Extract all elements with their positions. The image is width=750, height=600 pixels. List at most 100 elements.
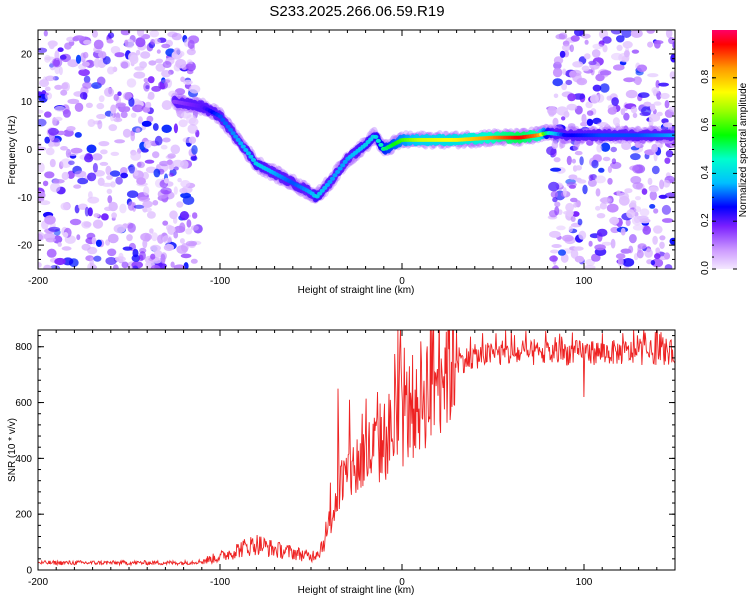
- noise-speckle: [185, 240, 198, 247]
- noise-speckle: [93, 213, 100, 218]
- noise-speckle: [185, 63, 194, 70]
- noise-speckle: [97, 177, 105, 186]
- noise-speckle: [632, 224, 644, 231]
- noise-speckle: [173, 47, 181, 55]
- noise-speckle: [170, 144, 181, 155]
- noise-speckle: [657, 143, 663, 149]
- ridge-core: [222, 121, 229, 126]
- noise-speckle: [81, 221, 92, 229]
- noise-speckle: [584, 53, 591, 60]
- noise-speckle: [620, 227, 626, 236]
- noise-speckle: [559, 50, 566, 58]
- noise-speckle: [133, 204, 145, 209]
- noise-speckle: [622, 41, 633, 49]
- noise-speckle: [146, 211, 156, 219]
- noise-speckle: [190, 258, 198, 264]
- noise-speckle: [567, 93, 576, 102]
- noise-speckle: [87, 207, 93, 217]
- noise-speckle: [107, 233, 119, 244]
- colorbar-ticks: 0.0 0.2 0.4 0.6 0.8: [700, 41, 737, 275]
- ridge-core: [375, 138, 381, 143]
- noise-speckle: [161, 79, 171, 84]
- noise-speckle: [552, 67, 563, 78]
- noise-speckle: [650, 260, 656, 266]
- y-tick-label: 800: [15, 342, 32, 353]
- noise-speckle: [78, 203, 88, 210]
- noise-speckle: [61, 82, 69, 90]
- noise-speckle: [107, 248, 117, 257]
- noise-speckle: [668, 37, 675, 45]
- noise-speckle: [130, 131, 135, 142]
- noise-speckle: [602, 36, 612, 44]
- noise-speckle: [43, 264, 52, 269]
- noise-speckle: [610, 146, 617, 153]
- noise-speckle: [573, 246, 584, 251]
- noise-speckle: [566, 181, 577, 188]
- noise-speckle: [161, 100, 173, 111]
- noise-speckle: [561, 116, 566, 121]
- ridge-core: [220, 117, 226, 122]
- noise-speckle: [96, 113, 107, 120]
- noise-speckle: [669, 237, 675, 245]
- noise-speckle: [104, 87, 114, 97]
- noise-speckle: [83, 75, 91, 84]
- ridge-core: [230, 131, 236, 136]
- noise-speckle: [169, 210, 178, 220]
- noise-speckle: [577, 218, 583, 226]
- colorbar-tick-label: 0.8: [700, 69, 711, 83]
- noise-speckle: [632, 182, 643, 190]
- noise-speckle: [590, 94, 599, 104]
- noise-speckle: [136, 104, 143, 110]
- noise-speckle: [43, 30, 48, 37]
- noise-speckle: [78, 68, 90, 77]
- noise-speckle: [660, 92, 670, 100]
- noise-speckle: [47, 40, 58, 47]
- noise-speckle: [661, 218, 674, 223]
- noise-speckle: [61, 246, 72, 251]
- noise-speckle: [44, 86, 51, 92]
- noise-speckle: [157, 234, 164, 244]
- noise-speckle: [548, 181, 560, 192]
- noise-speckle: [180, 76, 186, 83]
- x-tick-label: 0: [399, 276, 405, 287]
- noise-speckle: [655, 80, 660, 89]
- noise-speckle: [567, 123, 576, 129]
- noise-speckle: [122, 128, 132, 138]
- noise-speckle: [120, 167, 128, 175]
- noise-speckle: [653, 208, 659, 214]
- noise-speckle: [570, 216, 576, 222]
- ridge-core: [250, 158, 257, 162]
- ridge-core: [342, 159, 348, 164]
- noise-speckle: [188, 117, 199, 126]
- noise-speckle: [83, 39, 92, 45]
- noise-speckle: [559, 140, 566, 149]
- noise-speckle: [98, 141, 110, 147]
- noise-speckle: [54, 116, 63, 122]
- noise-speckle: [100, 149, 108, 155]
- noise-speckle: [649, 204, 656, 209]
- noise-speckle: [670, 53, 675, 63]
- noise-speckle: [139, 61, 148, 69]
- noise-speckle: [152, 151, 160, 159]
- noise-speckle: [187, 123, 198, 134]
- noise-speckle: [552, 197, 558, 203]
- noise-speckle: [122, 92, 133, 101]
- noise-speckle: [585, 101, 593, 109]
- noise-speckle: [632, 164, 644, 174]
- noise-speckle: [135, 49, 141, 56]
- noise-speckle: [179, 238, 185, 244]
- noise-speckle: [180, 111, 192, 119]
- noise-speckle: [643, 101, 652, 108]
- noise-speckle: [650, 103, 656, 112]
- snr-x-label: Height of straight line (km): [298, 585, 415, 596]
- noise-speckle: [656, 111, 663, 117]
- noise-speckle: [61, 171, 69, 181]
- snr-y-label: SNR (10 * v/v): [7, 418, 18, 482]
- noise-speckle: [45, 75, 56, 82]
- noise-speckle: [108, 124, 118, 132]
- noise-speckle: [76, 234, 81, 241]
- noise-speckle: [588, 240, 593, 247]
- noise-speckle: [615, 253, 626, 260]
- x-tick-label: -100: [210, 276, 230, 287]
